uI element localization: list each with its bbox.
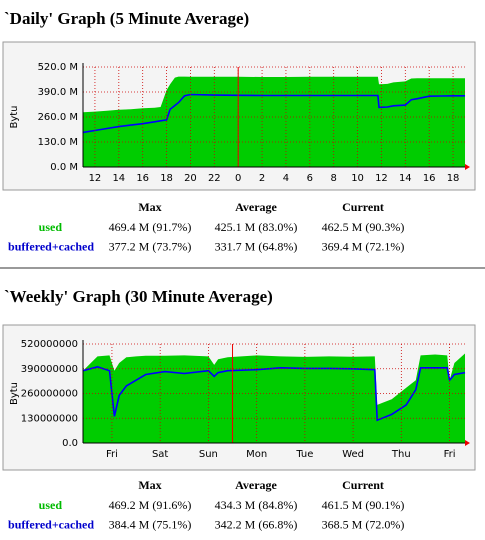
stats-value: 434.3 M (84.8%) xyxy=(215,498,298,512)
x-tick-label: 10 xyxy=(351,173,364,184)
x-tick-label: 16 xyxy=(423,173,436,184)
series-line xyxy=(82,365,466,422)
y-tick-label: 260000000 xyxy=(21,389,78,400)
x-tick-label: 2 xyxy=(259,173,265,184)
stats-value: 469.2 M (91.6%) xyxy=(109,498,192,512)
x-tick-label: 0 xyxy=(235,173,241,184)
y-tick-label: 520000000 xyxy=(21,339,78,350)
axis-arrow xyxy=(465,164,470,170)
series-name: buffered+cached xyxy=(8,517,94,531)
used-area xyxy=(83,353,465,443)
stats-value: 342.2 M (66.8%) xyxy=(215,517,298,531)
series-name: used xyxy=(39,498,63,512)
x-tick-label: 14 xyxy=(112,173,125,184)
stats-header: Current xyxy=(342,200,384,214)
y-tick-label: 520.0 M xyxy=(38,62,78,73)
x-tick-label: Fri xyxy=(106,449,118,460)
used-area xyxy=(83,76,465,167)
x-tick-label: 6 xyxy=(307,173,313,184)
stats-value: 368.5 M (72.0%) xyxy=(322,517,405,531)
y-axis-label: Bytu xyxy=(9,382,20,405)
y-tick-label: 390000000 xyxy=(21,364,78,375)
x-tick-label: 4 xyxy=(283,173,289,184)
stats-value: 384.4 M (75.1%) xyxy=(109,517,192,531)
chart-title: `Weekly' Graph (30 Minute Average) xyxy=(4,287,273,306)
x-tick-label: 14 xyxy=(399,173,412,184)
x-tick-label: Thu xyxy=(391,449,411,460)
stats-value: 425.1 M (83.0%) xyxy=(215,220,298,234)
stats-value: 377.2 M (73.7%) xyxy=(109,239,192,253)
x-tick-label: 16 xyxy=(136,173,149,184)
y-tick-label: 0.0 M xyxy=(50,162,78,173)
x-tick-label: 12 xyxy=(375,173,388,184)
stats-header: Average xyxy=(235,478,277,492)
chart-title: `Daily' Graph (5 Minute Average) xyxy=(4,9,249,28)
x-tick-label: 8 xyxy=(331,173,337,184)
stats-header: Average xyxy=(235,200,277,214)
stats-value: 462.5 M (90.3%) xyxy=(322,220,405,234)
x-tick-label: 18 xyxy=(447,173,460,184)
stats-value: 369.4 M (72.1%) xyxy=(322,239,405,253)
series-name: used xyxy=(39,220,63,234)
stats-header: Max xyxy=(138,478,161,492)
y-tick-label: 390.0 M xyxy=(38,87,78,98)
x-tick-label: 20 xyxy=(184,173,197,184)
stats-value: 461.5 M (90.1%) xyxy=(322,498,405,512)
stats-value: 331.7 M (64.8%) xyxy=(215,239,298,253)
x-tick-label: 12 xyxy=(89,173,102,184)
y-tick-label: 260.0 M xyxy=(38,112,78,123)
x-tick-label: 18 xyxy=(160,173,173,184)
y-tick-label: 130000000 xyxy=(21,413,78,424)
x-tick-label: Wed xyxy=(342,449,364,460)
x-tick-label: Sat xyxy=(152,449,168,460)
x-tick-label: Tue xyxy=(295,449,313,460)
stats-value: 469.4 M (91.7%) xyxy=(109,220,192,234)
y-tick-label: 0.0 xyxy=(62,438,78,449)
x-tick-label: Fri xyxy=(444,449,456,460)
x-tick-label: 22 xyxy=(208,173,221,184)
stats-header: Current xyxy=(342,478,384,492)
series-name: buffered+cached xyxy=(8,239,94,253)
series-line xyxy=(82,93,465,134)
x-tick-label: Sun xyxy=(199,449,218,460)
y-axis-label: Bytu xyxy=(9,105,20,128)
stats-header: Max xyxy=(138,200,161,214)
axis-arrow xyxy=(465,440,470,446)
y-tick-label: 130.0 M xyxy=(38,137,78,148)
x-tick-label: Mon xyxy=(246,449,267,460)
